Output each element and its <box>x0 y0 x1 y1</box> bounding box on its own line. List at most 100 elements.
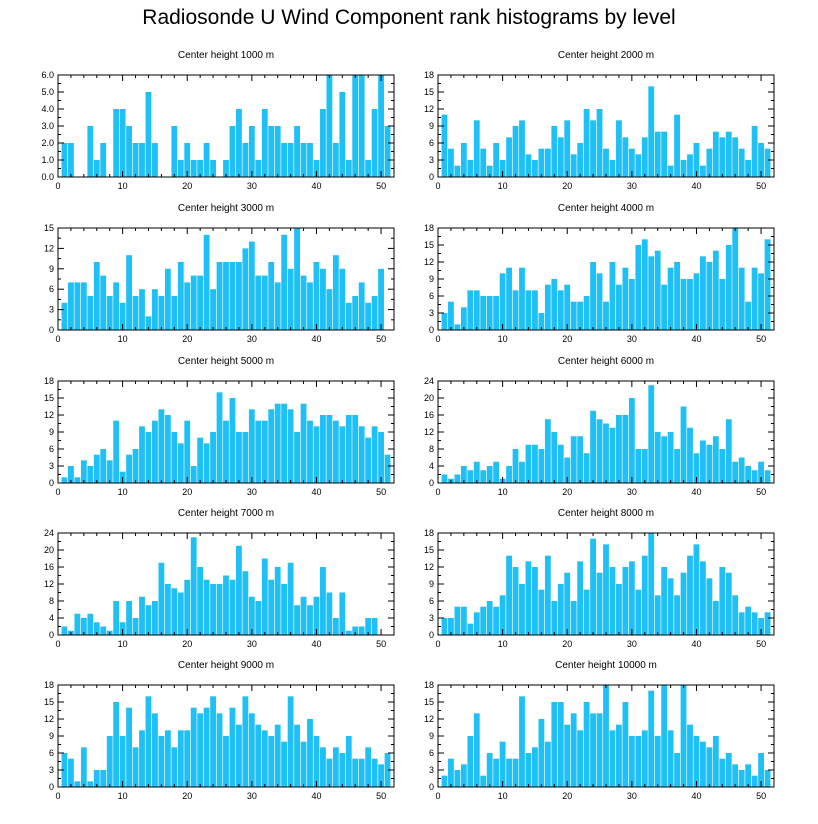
histogram-bar <box>326 592 333 635</box>
histogram-bar <box>80 282 87 330</box>
histogram-bar <box>486 601 493 635</box>
histogram-bar <box>378 764 384 787</box>
histogram-bar <box>119 109 126 177</box>
histogram-bar <box>687 154 693 177</box>
histogram-bar <box>570 301 577 330</box>
histogram-bar <box>358 426 365 483</box>
histogram-bar <box>712 131 719 177</box>
y-tick-label: 3 <box>49 305 54 315</box>
histogram-bar <box>326 75 333 177</box>
histogram-bar <box>512 758 519 787</box>
y-tick-label: 0 <box>49 478 54 488</box>
histogram-bar <box>216 392 223 483</box>
histogram-bar <box>758 618 764 635</box>
histogram-bar <box>378 432 384 483</box>
main-title: Radiosonde U Wind Component rank histogr… <box>142 6 676 29</box>
histogram-bar <box>229 579 236 635</box>
histogram-bar <box>145 696 152 787</box>
histogram-bar <box>448 618 454 635</box>
histogram-bar <box>119 622 126 635</box>
histogram-bar <box>700 165 706 177</box>
histogram-panel-8: Center height 8000 m 0 10 20 30 40 50 0 3 6 9 12 15 1… <box>424 508 775 649</box>
histogram-bar <box>590 410 596 483</box>
histogram-bar <box>190 160 197 177</box>
histogram-bar <box>268 579 275 635</box>
y-tick-label: 15 <box>424 697 434 707</box>
histogram-bar <box>287 143 294 177</box>
histogram-bar <box>460 606 467 635</box>
histogram-bar <box>145 432 152 483</box>
histogram-bar <box>693 143 700 177</box>
histogram-bar <box>499 595 506 635</box>
histogram-bar <box>654 432 661 483</box>
histogram-bar <box>467 290 474 330</box>
histogram-bar <box>145 92 152 177</box>
histogram-bar <box>577 561 584 635</box>
histogram-bar <box>654 131 661 177</box>
histogram-bar <box>358 758 365 787</box>
histogram-bar <box>61 143 68 177</box>
histogram-bar <box>557 444 564 483</box>
histogram-bar <box>674 114 680 177</box>
y-tick-label: 0.0 <box>41 172 54 182</box>
x-tick-label: 20 <box>182 181 192 191</box>
histogram-bar <box>87 781 94 787</box>
histogram-bar <box>441 474 448 483</box>
y-tick-label: 18 <box>424 680 434 690</box>
histogram-bar <box>236 109 242 177</box>
x-tick-label: 20 <box>562 487 572 497</box>
histogram-bar <box>307 143 313 177</box>
histogram-bar <box>557 137 564 177</box>
histogram-bar <box>635 736 642 787</box>
histogram-bar <box>719 449 726 483</box>
histogram-bar <box>93 160 100 177</box>
histogram-bar <box>725 131 732 177</box>
histogram-bar <box>441 114 448 177</box>
y-tick-label: 9 <box>49 427 54 437</box>
histogram-bar <box>751 470 758 483</box>
histogram-bar <box>706 747 713 787</box>
histogram-bar <box>532 567 538 635</box>
histogram-bar <box>152 143 158 177</box>
histogram-bar <box>158 409 165 483</box>
x-tick-label: 10 <box>498 334 508 344</box>
histogram-bar <box>583 109 590 177</box>
histogram-bar <box>248 126 255 177</box>
histogram-bar <box>532 444 538 483</box>
panel-title: Center height 2000 m <box>558 50 654 61</box>
panel-title: Center height 7000 m <box>178 508 274 519</box>
histogram-bar <box>119 302 126 330</box>
histogram-bar <box>467 160 474 177</box>
histogram-bar <box>261 109 268 177</box>
histogram-bar <box>332 255 339 330</box>
y-tick-label: 18 <box>424 528 434 538</box>
histogram-bar <box>126 126 132 177</box>
histogram-bar <box>190 466 197 483</box>
histogram-bar <box>622 567 629 635</box>
histogram-bar <box>596 713 603 787</box>
histogram-bar <box>738 612 745 635</box>
histogram-bar <box>480 775 487 787</box>
histogram-bar <box>236 724 242 787</box>
histogram-bar <box>544 555 551 635</box>
histogram-bar <box>139 289 145 330</box>
histogram-bar <box>352 415 359 483</box>
histogram-bar <box>274 126 281 177</box>
histogram-bar <box>87 296 94 330</box>
histogram-bar <box>441 313 448 330</box>
histogram-bar <box>210 696 216 787</box>
histogram-bar <box>641 730 648 787</box>
histogram-bar <box>519 120 525 177</box>
y-tick-label: 12 <box>44 579 54 589</box>
histogram-bar <box>164 268 171 330</box>
histogram-bar <box>203 443 210 483</box>
histogram-bar <box>512 126 519 177</box>
y-tick-label: 6 <box>429 138 434 148</box>
histogram-bar <box>339 426 346 483</box>
panel-title: Center height 4000 m <box>558 203 654 214</box>
histogram-bar <box>706 578 713 635</box>
histogram-bar <box>294 432 300 483</box>
histogram-bar <box>216 262 223 330</box>
histogram-bar <box>384 126 391 177</box>
histogram-bar <box>590 262 596 330</box>
